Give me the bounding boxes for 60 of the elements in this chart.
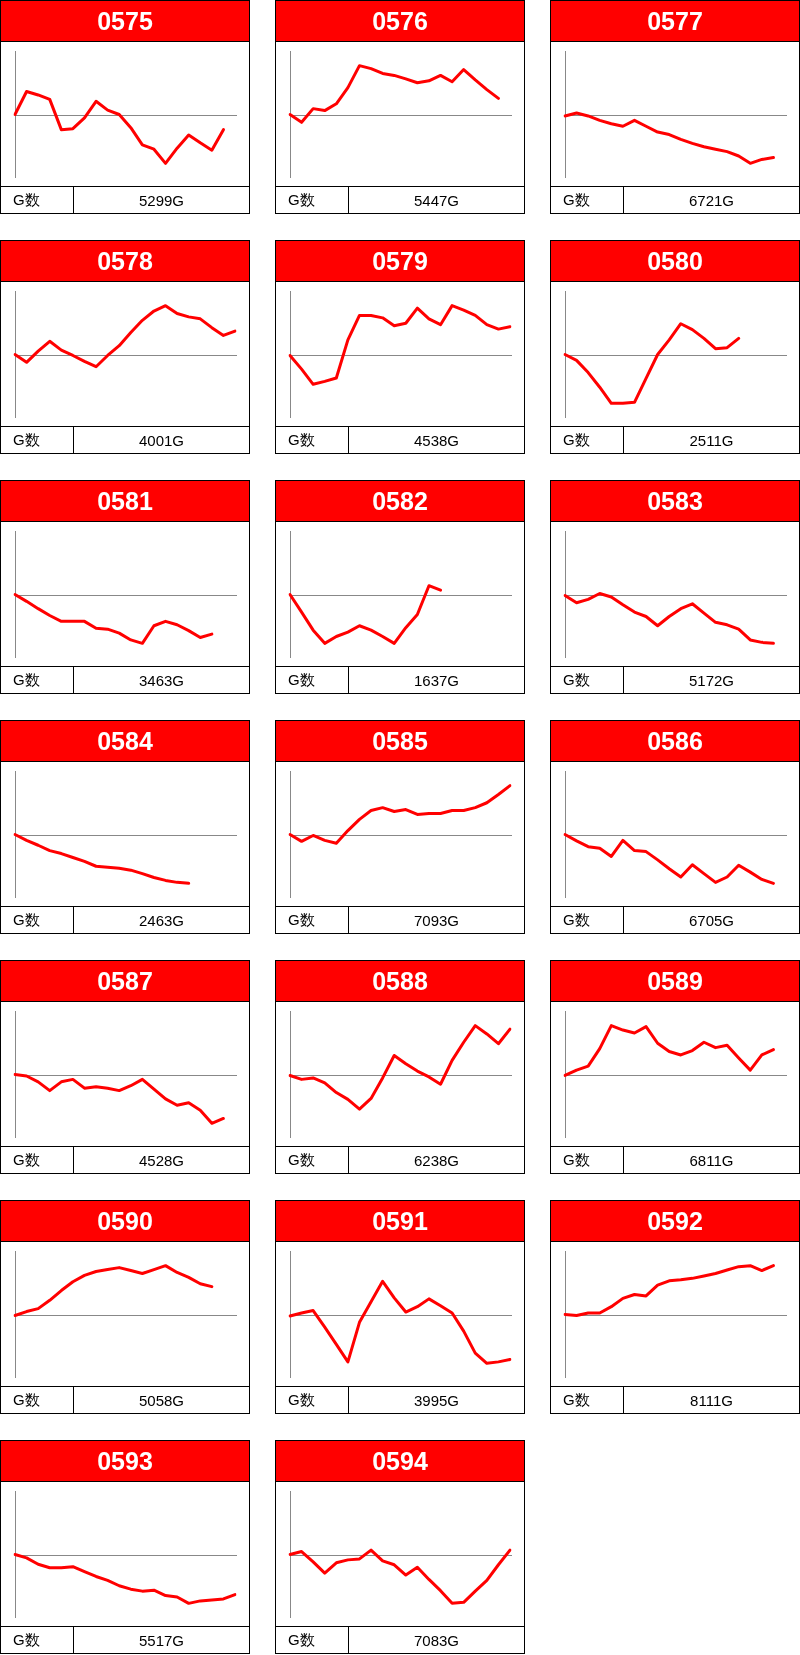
text: 1637G: [412, 670, 460, 691]
text: 6721G: [687, 190, 735, 211]
chart-title: 0589: [551, 961, 799, 1002]
text: G数: [1, 187, 74, 213]
text: 4528G: [137, 1150, 185, 1171]
text: G数: [276, 1147, 349, 1173]
text: 5299G: [137, 190, 185, 211]
chart-title: 0585: [276, 721, 524, 762]
chart-title: 0586: [551, 721, 799, 762]
text: 5447G: [412, 190, 460, 211]
text: G数: [1, 427, 74, 453]
text: 7083G: [412, 1630, 460, 1651]
text: G数: [1, 667, 74, 693]
chart-title: 0591: [276, 1201, 524, 1242]
chart-title: 0587: [1, 961, 249, 1002]
text: 2463G: [137, 910, 185, 931]
chart-title: 0579: [276, 241, 524, 282]
text: G数: [551, 1147, 624, 1173]
chart-title: 0581: [1, 481, 249, 522]
text: G数: [551, 427, 624, 453]
chart-title: 0580: [551, 241, 799, 282]
text: 5172G: [687, 670, 735, 691]
text: 3463G: [137, 670, 185, 691]
text: G数: [276, 667, 349, 693]
text: 5058G: [137, 1390, 185, 1411]
text: G数: [551, 667, 624, 693]
chart-title: 0588: [276, 961, 524, 1002]
text: 7093G: [412, 910, 460, 931]
chart-title: 0582: [276, 481, 524, 522]
text: 4538G: [412, 430, 460, 451]
chart-title: 0575: [1, 1, 249, 42]
text: G数: [1, 1627, 74, 1653]
text: G数: [551, 1387, 624, 1413]
chart-title: 0593: [1, 1441, 249, 1482]
text: G数: [1, 907, 74, 933]
text: G数: [276, 907, 349, 933]
chart-title: 0592: [551, 1201, 799, 1242]
text: 6811G: [688, 1150, 735, 1171]
text: 8111G: [689, 1390, 734, 1411]
text: G数: [276, 1387, 349, 1413]
chart-title: 0584: [1, 721, 249, 762]
chart-title: 0583: [551, 481, 799, 522]
text: G数: [276, 427, 349, 453]
text: G数: [551, 187, 624, 213]
chart-title: 0578: [1, 241, 249, 282]
text: 5517G: [137, 1630, 185, 1651]
text: 6238G: [412, 1150, 460, 1171]
text: 2511G: [688, 430, 735, 451]
text: G数: [276, 1627, 349, 1653]
chart-title: 0577: [551, 1, 799, 42]
chart-title: 0590: [1, 1201, 249, 1242]
text: 6705G: [687, 910, 735, 931]
chart-title: 0594: [276, 1441, 524, 1482]
text: G数: [276, 187, 349, 213]
text: 3995G: [412, 1390, 460, 1411]
text: G数: [551, 907, 624, 933]
text: 4001G: [137, 430, 185, 451]
text: G数: [1, 1147, 74, 1173]
chart-title: 0576: [276, 1, 524, 42]
text: G数: [1, 1387, 74, 1413]
